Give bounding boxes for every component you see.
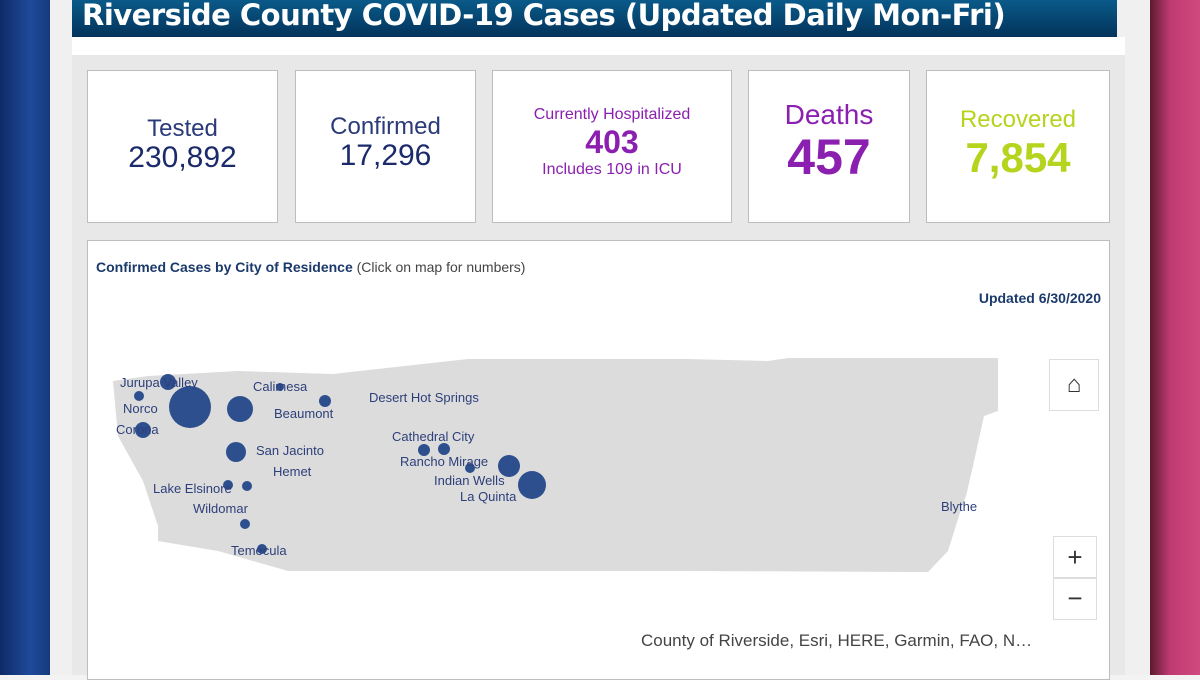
confirmed-value: 17,296 xyxy=(339,139,432,172)
updated-date: Updated 6/30/2020 xyxy=(978,290,1101,306)
hospitalized-card: Currently Hospitalized 403 Includes 109 … xyxy=(492,70,732,223)
case-bubble[interactable] xyxy=(242,481,252,491)
county-map[interactable]: Jurupa Valley Norco Corona Calimesa Beaumont… xyxy=(88,241,1111,641)
city-label: San Jacinto xyxy=(256,443,324,458)
case-bubble[interactable] xyxy=(498,455,520,477)
recovered-label: Recovered xyxy=(959,106,1077,133)
cases-map-panel: Confirmed Cases by City of Residence (Cl… xyxy=(87,240,1110,680)
city-label: Desert Hot Springs xyxy=(369,390,479,405)
zoom-in-button[interactable]: + xyxy=(1053,536,1097,578)
background-right xyxy=(1150,0,1200,675)
city-label: Beaumont xyxy=(274,406,334,421)
tested-label: Tested xyxy=(147,115,218,142)
home-icon: ⌂ xyxy=(1066,371,1082,398)
tested-card: Tested 230,892 xyxy=(87,70,278,223)
map-title: Confirmed Cases by City of Residence (Cl… xyxy=(96,259,526,275)
case-bubble[interactable] xyxy=(465,463,475,473)
hospitalized-value: 403 xyxy=(585,124,639,160)
zoom-out-button[interactable]: − xyxy=(1053,578,1097,620)
city-label: Lake Elsinore xyxy=(153,481,232,496)
hospitalized-label: Currently Hospitalized xyxy=(533,106,691,123)
background-left xyxy=(0,0,50,675)
case-bubble[interactable] xyxy=(223,480,233,490)
confirmed-label: Confirmed xyxy=(330,113,441,140)
city-label: La Quinta xyxy=(460,489,517,504)
city-label: Temecula xyxy=(231,543,287,558)
case-bubble[interactable] xyxy=(319,395,331,407)
case-bubble[interactable] xyxy=(240,519,250,529)
city-label: Wildomar xyxy=(193,501,249,516)
city-label: Blythe xyxy=(941,499,977,514)
case-bubble[interactable] xyxy=(518,471,546,499)
case-bubble[interactable] xyxy=(438,443,450,455)
case-bubble[interactable] xyxy=(135,422,151,438)
home-button[interactable]: ⌂ xyxy=(1049,359,1099,411)
map-attribution: County of Riverside, Esri, HERE, Garmin,… xyxy=(641,631,1033,650)
city-label: Rancho Mirage xyxy=(400,454,488,469)
case-bubble[interactable] xyxy=(257,544,267,554)
city-label: Cathedral City xyxy=(392,429,475,444)
case-bubble[interactable] xyxy=(227,396,253,422)
recovered-card: Recovered 7,854 xyxy=(926,70,1110,223)
icu-note: Includes 109 in ICU xyxy=(542,161,682,178)
tested-value: 230,892 xyxy=(128,141,237,174)
city-label: Norco xyxy=(123,401,158,416)
case-bubble[interactable] xyxy=(418,444,430,456)
confirmed-card: Confirmed 17,296 xyxy=(295,70,476,223)
county-shape xyxy=(113,358,998,572)
dashboard-title: Riverside County COVID-19 Cases (Updated… xyxy=(72,0,1117,37)
spacer xyxy=(72,37,1125,55)
case-bubble[interactable] xyxy=(160,374,176,390)
deaths-value: 457 xyxy=(787,129,871,185)
case-bubble[interactable] xyxy=(169,386,211,428)
city-label: Hemet xyxy=(273,464,312,479)
city-label: Jurupa Valley xyxy=(120,375,198,390)
case-bubble[interactable] xyxy=(226,442,246,462)
deaths-label: Deaths xyxy=(784,99,874,130)
deaths-card: Deaths 457 xyxy=(748,70,910,223)
case-bubble[interactable] xyxy=(276,383,284,391)
city-label: Corona xyxy=(116,422,159,437)
city-label: Calimesa xyxy=(253,379,308,394)
city-label: Indian Wells xyxy=(434,473,505,488)
recovered-value: 7,854 xyxy=(965,134,1071,181)
case-bubble[interactable] xyxy=(134,391,144,401)
